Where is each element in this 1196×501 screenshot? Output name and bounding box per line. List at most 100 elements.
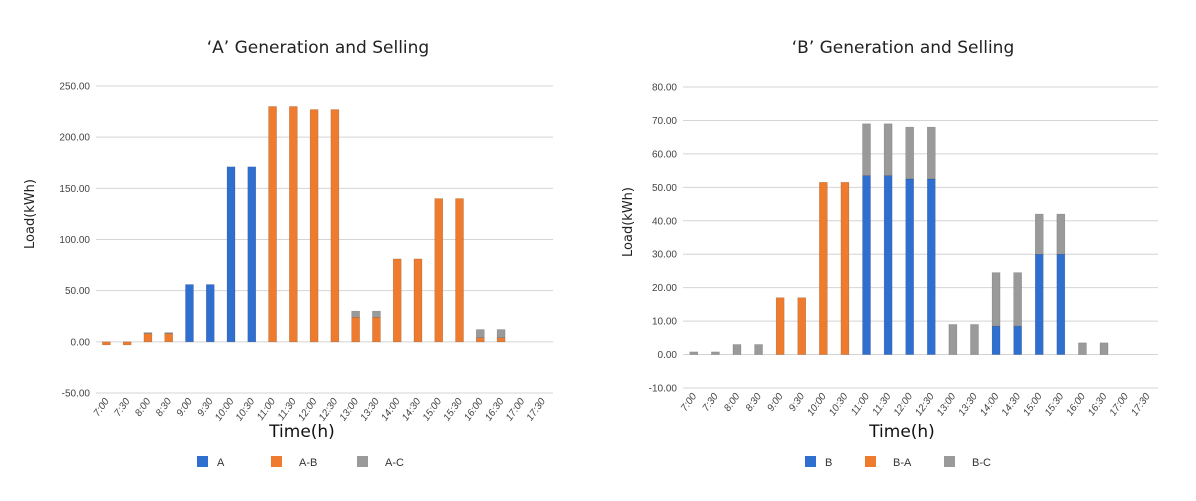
chart-a-bar-a-c: [476, 329, 485, 338]
chart-b-bar-b: [991, 325, 1001, 355]
chart-b-x-tick-label: 12:00: [892, 391, 916, 418]
chart-a-bar-a-b: [455, 198, 464, 343]
chart-b-x-tick-label: 13:00: [935, 391, 959, 418]
chart-b-x-tick-label: 9:00: [765, 391, 785, 414]
chart-a-bar-a-c: [496, 329, 506, 338]
chart-b-y-tick-label: 40.00: [652, 216, 677, 227]
chart-a-x-tick-label: 7:30: [112, 396, 132, 419]
chart-b-bar-b-a: [775, 297, 785, 355]
chart-a-legend-label: A-C: [385, 457, 404, 469]
chart-b-legend-label: B-C: [972, 457, 991, 469]
chart-a-y-axis-title: Load(kWh): [23, 179, 38, 249]
chart-a-bar-a-b: [372, 317, 381, 343]
chart-b-bar-b-c: [732, 344, 742, 355]
chart-b-bars: [689, 123, 1109, 355]
chart-b-x-tick-label: 17:00: [1108, 391, 1132, 418]
chart-a-bar-a-b: [392, 258, 402, 343]
chart-b-y-tick-label: 70.00: [652, 116, 677, 127]
chart-a-x-tick-label: 16:00: [462, 396, 486, 423]
chart-a-x-tick-label: 11:00: [255, 396, 278, 423]
chart-b-x-ticks: 7:00 7:30 8:00 8:30 9:00 9:3010:0010:3011:001…: [679, 391, 1153, 418]
chart-a-x-tick-label: 10:30: [234, 396, 258, 423]
chart-a-bar-a-b: [330, 109, 340, 343]
chart-b-bar-b-c: [1013, 272, 1022, 327]
chart-a-bar-a: [226, 166, 236, 343]
chart-b-bar-b-c: [711, 351, 720, 355]
chart-b-bar-b-c: [1056, 213, 1066, 255]
chart-a-bar-a-b: [268, 106, 277, 343]
chart-b-x-tick-label: 15:00: [1021, 391, 1045, 418]
chart-a-x-tick-label: 8:30: [154, 396, 174, 419]
chart-a-bars: [102, 106, 506, 346]
chart-a-x-tick-label: 17:30: [525, 396, 549, 423]
chart-b-bar-b: [905, 178, 914, 355]
chart-b-y-tick-label: -10.00: [649, 384, 678, 395]
chart-b-bar-b-c: [1099, 342, 1109, 355]
chart-a-bar-a-b: [413, 258, 423, 343]
chart-a-legend-swatch: [271, 456, 282, 467]
chart-a-x-tick-label: 10:00: [213, 396, 237, 423]
chart-b-y-tick-label: 20.00: [652, 283, 677, 294]
chart-b-bar-b: [1035, 253, 1044, 355]
chart-b-x-tick-label: 12:30: [913, 391, 937, 418]
chart-a-y-tick-label: 100.00: [59, 235, 90, 246]
chart-b-y-tick-label: 10.00: [652, 317, 677, 328]
chart-b-x-tick-label: 16:30: [1086, 391, 1110, 418]
chart-b-x-tick-label: 8:30: [744, 391, 764, 414]
chart-a-x-ticks: 7:00 7:30 8:00 8:30 9:00 9:3010:0010:3011:001…: [92, 396, 549, 423]
chart-a-bar-a-c: [351, 310, 360, 318]
chart-b-bar-b-a: [840, 182, 850, 355]
chart-b-bar-b-c: [689, 351, 699, 355]
chart-a-x-tick-label: 11:30: [276, 396, 299, 423]
chart-a-x-tick-label: 15:00: [421, 396, 445, 423]
chart-a-x-tick-label: 13:30: [359, 396, 383, 423]
chart-b-bar-b-c: [1035, 213, 1044, 255]
chart-b-x-tick-label: 11:00: [849, 391, 872, 418]
chart-a-x-axis-title: Time(h): [268, 422, 335, 442]
chart-b-bar-b: [862, 175, 871, 355]
chart-b-bar-b-c: [905, 126, 914, 180]
chart-a-x-tick-label: 14:30: [400, 396, 424, 423]
chart-a-y-tick-label: 200.00: [59, 133, 90, 144]
chart-a-bar-a: [185, 284, 194, 343]
chart-a-x-tick-label: 9:30: [196, 396, 216, 419]
chart-b-y-tick-label: 50.00: [652, 183, 677, 194]
chart-b-x-tick-label: 14:30: [1000, 391, 1024, 418]
chart-a-x-tick-label: 15:30: [442, 396, 466, 423]
chart-b-bar-b-a: [797, 297, 806, 355]
chart-b-x-tick-label: 16:00: [1065, 391, 1089, 418]
chart-b-y-tick-label: 60.00: [652, 149, 677, 160]
chart-a-bar-a-b: [476, 337, 485, 343]
chart-b-bar-b-a: [819, 182, 828, 355]
chart-b-bar-b: [1056, 253, 1066, 355]
chart-b-legend-swatch: [805, 456, 816, 467]
chart-a-bar-a-b: [309, 109, 319, 343]
chart-b-x-tick-label: 9:30: [787, 391, 807, 414]
chart-a-bar-a-c: [143, 332, 153, 334]
chart-b-bar-b: [927, 178, 936, 355]
chart-b-bar-b-c: [948, 324, 958, 355]
chart-a-y-tick-label: 50.00: [65, 286, 90, 297]
chart-a-legend-swatch: [357, 456, 368, 467]
chart-a-y-ticks: -50.00 0.00 50.00 100.00 150.00 200.00 250.00: [59, 82, 90, 400]
chart-a-x-tick-label: 17:00: [504, 396, 528, 423]
chart-b: ‘B’ Generation and Selling Time(h) Load(…: [621, 38, 1158, 469]
chart-b-y-tick-label: 80.00: [652, 83, 677, 94]
chart-a-bar-a-b: [102, 341, 111, 346]
chart-a-legend-label: A: [217, 457, 225, 469]
chart-b-y-tick-label: 0.00: [658, 350, 678, 361]
chart-a-y-tick-label: 250.00: [59, 82, 90, 93]
chart-b-gridlines: [683, 86, 1158, 389]
chart-b-x-tick-label: 13:30: [957, 391, 981, 418]
chart-a-y-tick-label: -50.00: [62, 389, 91, 400]
chart-b-x-tick-label: 17:30: [1129, 391, 1153, 418]
chart-a-legend-label: A-B: [299, 457, 317, 469]
chart-a-bar-a-b: [351, 317, 360, 343]
chart-a-x-tick-label: 8:00: [133, 396, 153, 419]
chart-a-bar-a-b: [143, 333, 153, 343]
chart-b-legend-label: B-A: [893, 457, 912, 469]
chart-a-legend-swatch: [197, 456, 208, 467]
chart-a-x-tick-label: 13:00: [338, 396, 362, 423]
chart-b-x-tick-label: 7:00: [679, 391, 699, 414]
